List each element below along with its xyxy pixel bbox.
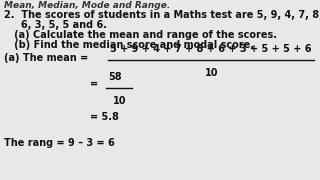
Text: (a) Calculate the mean and range of the scores.: (a) Calculate the mean and range of the … <box>4 30 277 40</box>
Text: 10: 10 <box>113 96 127 106</box>
Text: 6, 3, 5, 5 and 6.: 6, 3, 5, 5 and 6. <box>4 20 107 30</box>
Text: (b) Find the median score and modal score.: (b) Find the median score and modal scor… <box>4 40 254 50</box>
Text: The rang = 9 – 3 = 6: The rang = 9 – 3 = 6 <box>4 138 115 148</box>
Text: 58: 58 <box>108 72 122 82</box>
Text: =: = <box>90 79 98 89</box>
Text: Mean, Median, Mode and Range.: Mean, Median, Mode and Range. <box>4 1 170 10</box>
Text: 2.  The scores of students in a Maths test are 5, 9, 4, 7, 8,: 2. The scores of students in a Maths tes… <box>4 10 320 20</box>
Text: 10: 10 <box>205 68 219 78</box>
Text: = 5.8: = 5.8 <box>90 112 119 122</box>
Text: 5 + 9 + 4 + 7 + 8 + 6 + 3 + 5 + 5 + 6: 5 + 9 + 4 + 7 + 8 + 6 + 3 + 5 + 5 + 6 <box>110 44 311 54</box>
Text: (a) The mean =: (a) The mean = <box>4 53 88 63</box>
